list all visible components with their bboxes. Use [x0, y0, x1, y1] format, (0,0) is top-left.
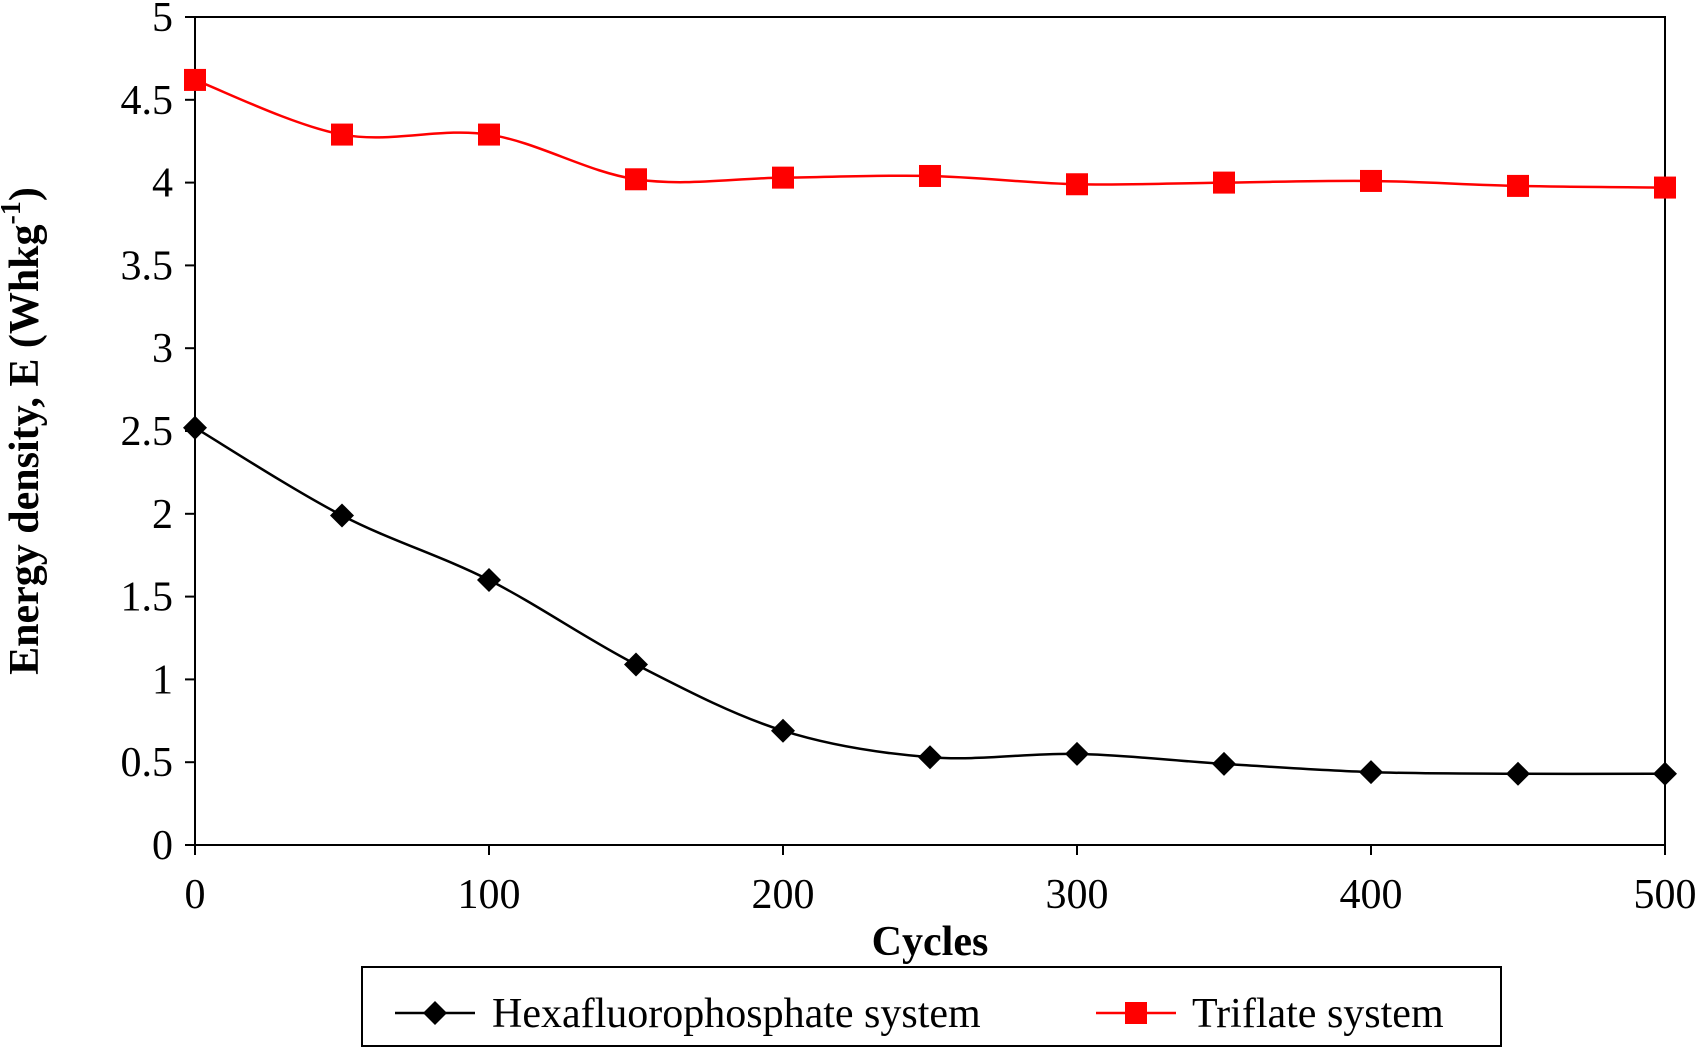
series-layer — [183, 68, 1677, 786]
data-point-diamond — [624, 652, 648, 677]
x-tick-label: 300 — [1046, 872, 1109, 918]
data-point-square — [331, 123, 353, 146]
y-tick-label: 1.5 — [121, 575, 174, 621]
labels-layer: Cycles Energy density, E (Whkg-1) — [0, 187, 988, 965]
y-tick-label: 2.5 — [121, 409, 174, 455]
legend-label-hexafluorophosphate: Hexafluorophosphate system — [492, 991, 981, 1037]
y-tick-label: 4.5 — [121, 78, 174, 124]
data-point-square — [1507, 174, 1529, 197]
legend-box — [361, 966, 1502, 1047]
y-tick-label: 3 — [152, 326, 173, 372]
x-tick-label: 400 — [1340, 872, 1403, 918]
data-point-square — [1066, 173, 1088, 196]
data-point-square — [1213, 171, 1235, 194]
x-tick-label: 500 — [1634, 872, 1697, 918]
data-point-square — [478, 123, 500, 146]
legend-label-triflate: Triflate system — [1192, 991, 1444, 1037]
y-tick-label: 4 — [152, 161, 173, 207]
y-tick-label: 0 — [152, 823, 173, 869]
plot-area-border — [194, 16, 1666, 846]
data-point-diamond — [1653, 761, 1677, 786]
data-point-diamond — [1212, 751, 1236, 776]
x-axis-title: Cycles — [872, 919, 989, 965]
y-tick-label: 0.5 — [121, 740, 174, 786]
series-triflate — [184, 68, 1676, 199]
data-point-square — [772, 166, 794, 189]
data-point-diamond — [918, 745, 942, 770]
data-point-diamond — [183, 415, 207, 440]
x-tick-label: 100 — [458, 872, 521, 918]
y-axis-title-main: Energy density, E (Whkg — [2, 224, 48, 674]
y-tick-label: 3.5 — [121, 243, 174, 289]
x-tick-label: 200 — [752, 872, 815, 918]
y-tick-label: 2 — [152, 492, 173, 538]
data-point-square — [1360, 169, 1382, 192]
y-axis-title: Energy density, E (Whkg-1) — [0, 187, 48, 675]
data-point-diamond — [1065, 741, 1089, 766]
legend-marker-square — [1125, 1002, 1147, 1024]
data-point-square — [625, 168, 647, 191]
data-point-diamond — [330, 503, 354, 528]
axes-layer: 0 0.5 1 1.5 2 2.5 3 3.5 4 4.5 5 0 100 200 300 400 500 — [121, 0, 1697, 918]
y-axis-title-superscript: -1 — [0, 201, 27, 224]
y-tick-label: 1 — [152, 657, 173, 703]
data-point-diamond — [1506, 761, 1530, 786]
data-point-diamond — [477, 568, 501, 593]
legend-marker-diamond — [423, 1001, 447, 1025]
data-point-square — [184, 68, 206, 91]
y-tick-label: 5 — [152, 0, 173, 41]
y-axis-title-suffix: ) — [2, 187, 48, 201]
series-line — [194, 426, 1666, 776]
x-tick-label: 0 — [185, 872, 206, 918]
data-point-diamond — [771, 718, 795, 743]
data-point-square — [1654, 176, 1676, 199]
legend: Hexafluorophosphate system Triflate syst… — [361, 966, 1502, 1047]
data-point-square — [919, 164, 941, 187]
series-hexafluorophosphate — [183, 415, 1677, 786]
data-point-diamond — [1359, 760, 1383, 785]
